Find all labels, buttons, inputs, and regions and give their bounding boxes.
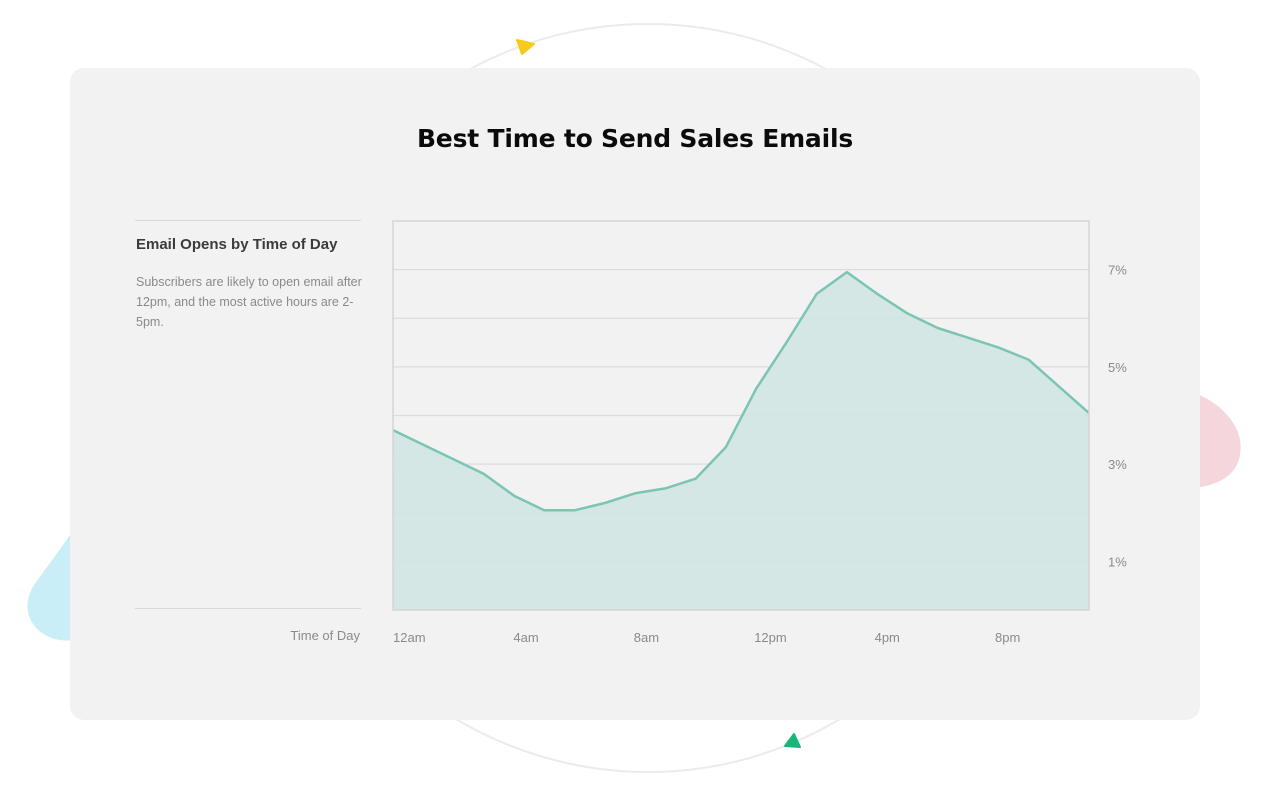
x-axis-labels: 12am 4am 8am 12pm 4pm 8pm <box>393 630 1020 645</box>
x-tick-label: 4pm <box>875 630 900 645</box>
chart-area-fill <box>393 272 1089 610</box>
x-tick-label: 8am <box>634 630 659 645</box>
area-chart: 1% 3% 5% 7% 12am 4am 8am 12pm 4pm 8pm <box>392 220 1127 645</box>
decorative-green-triangle-icon <box>784 733 801 748</box>
x-tick-label: 8pm <box>995 630 1020 645</box>
x-axis-title: Time of Day <box>290 628 360 643</box>
y-tick-label: 1% <box>1108 554 1127 569</box>
panel-divider-bottom <box>135 608 361 609</box>
page-title: Best Time to Send Sales Emails <box>416 124 854 153</box>
decorative-pink-blob <box>1195 393 1241 488</box>
plot-frame <box>392 220 1090 611</box>
x-tick-label: 12am <box>393 630 426 645</box>
decorative-yellow-triangle-icon <box>516 39 535 55</box>
chart-line <box>392 270 1090 512</box>
y-axis-labels: 1% 3% 5% 7% <box>1108 263 1127 570</box>
y-tick-label: 5% <box>1108 360 1127 375</box>
y-tick-label: 3% <box>1108 457 1127 472</box>
chart-panel-description: Subscribers are likely to open email aft… <box>136 275 362 329</box>
x-tick-label: 4am <box>513 630 538 645</box>
chart-card: Best Time to Send Sales Emails Email Ope… <box>70 68 1200 720</box>
chart-panel-title: Email Opens by Time of Day <box>136 236 338 253</box>
panel-divider-top <box>135 220 361 221</box>
x-tick-label: 12pm <box>754 630 787 645</box>
y-tick-label: 7% <box>1108 263 1127 278</box>
